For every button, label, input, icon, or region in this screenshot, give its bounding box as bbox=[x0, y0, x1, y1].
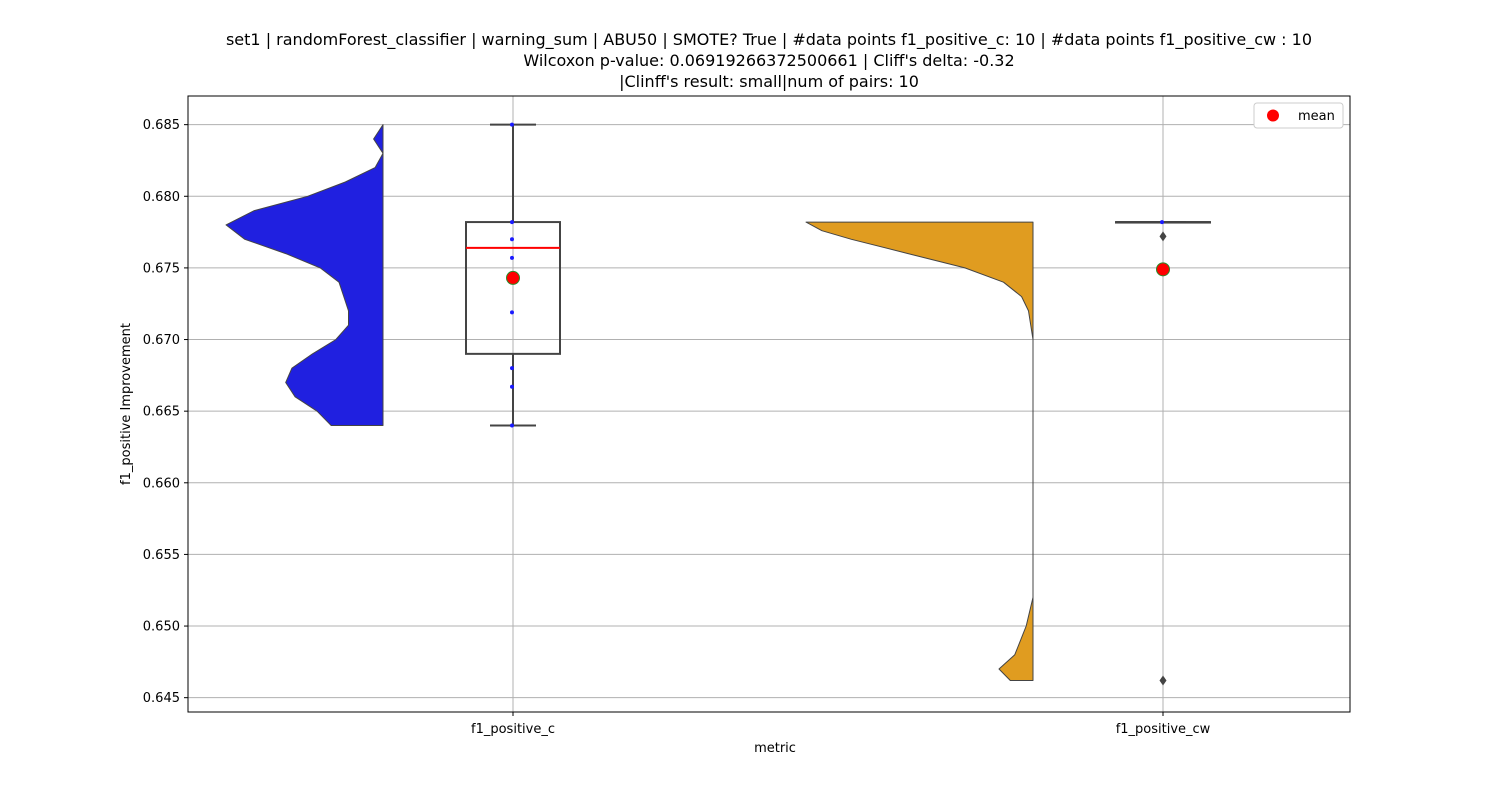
data-point bbox=[510, 310, 514, 315]
legend-box bbox=[1253, 102, 1344, 129]
chart-marks bbox=[225, 122, 1211, 686]
x-tick-label: f1_positive_c bbox=[471, 722, 555, 737]
data-point bbox=[510, 366, 514, 371]
data-point bbox=[510, 384, 514, 389]
y-tick-label: 0.655 bbox=[143, 548, 180, 563]
y-tick-label: 0.670 bbox=[143, 333, 180, 348]
data-point bbox=[510, 237, 514, 242]
mean-marker-f1_positive_c bbox=[506, 270, 520, 285]
chart-title-line-3: |Clinff's result: small|num of pairs: 10 bbox=[619, 72, 919, 91]
y-tick-label: 0.650 bbox=[143, 620, 180, 635]
y-axis: 0.645 0.650 0.655 0.660 0.665 0.670 0.675 0.680… bbox=[143, 118, 188, 706]
y-tick-label: 0.645 bbox=[143, 691, 180, 706]
y-tick-label: 0.665 bbox=[143, 405, 180, 420]
violin-f1_positive_c bbox=[225, 124, 384, 426]
x-tick-label: f1_positive_cw bbox=[1116, 722, 1211, 737]
legend-mean-label: mean bbox=[1298, 109, 1335, 124]
outlier-point bbox=[1159, 675, 1167, 686]
outlier-point bbox=[1159, 231, 1167, 242]
y-axis-label: f1_positive Improvement bbox=[119, 323, 134, 485]
legend: mean bbox=[1253, 102, 1344, 129]
y-tick-label: 0.660 bbox=[143, 476, 180, 491]
y-tick-label: 0.680 bbox=[143, 190, 180, 205]
violin-f1_positive_cw bbox=[805, 221, 1034, 681]
legend-mean-marker bbox=[1267, 109, 1279, 122]
x-axis: f1_positive_c f1_positive_cw bbox=[471, 712, 1211, 737]
y-tick-label: 0.685 bbox=[143, 118, 180, 133]
boxplot-f1_positive_c bbox=[465, 123, 561, 427]
mean-marker-f1_positive_cw bbox=[1156, 262, 1170, 277]
x-axis-label: metric bbox=[754, 741, 796, 756]
data-point bbox=[510, 255, 514, 260]
chart-title-line-2: Wilcoxon p-value: 0.06919266372500661 | … bbox=[523, 51, 1015, 70]
data-point bbox=[510, 220, 514, 225]
plot-frame bbox=[187, 95, 1351, 713]
data-point bbox=[1160, 220, 1164, 225]
y-tick-label: 0.675 bbox=[143, 261, 180, 276]
data-point bbox=[510, 423, 514, 428]
data-point bbox=[510, 122, 514, 127]
chart-title-line-1: set1 | randomForest_classifier | warning… bbox=[225, 30, 1313, 49]
